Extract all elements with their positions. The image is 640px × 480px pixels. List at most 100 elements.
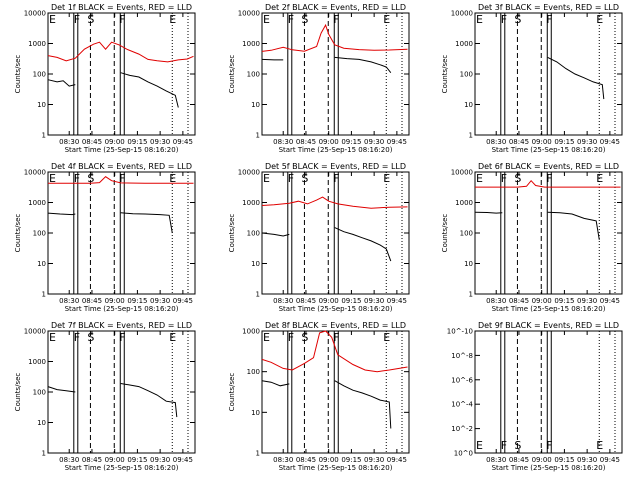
- events-series-line: [261, 380, 392, 429]
- x-tick-label: 08:30: [59, 456, 79, 464]
- marker-label: E: [49, 331, 56, 344]
- x-axis-label: Start Time (25-Sep-15 08:16:20): [492, 305, 606, 313]
- y-tick-label: 1: [42, 132, 46, 140]
- marker-label: S: [301, 172, 308, 185]
- y-tick-label: 1: [469, 291, 473, 299]
- events-series-line: [474, 211, 600, 240]
- x-tick-label: 09:30: [577, 297, 597, 305]
- x-tick-label: 09:15: [127, 456, 147, 464]
- x-tick-label: 08:45: [296, 456, 316, 464]
- x-axis-label: Start Time (25-Sep-15 08:16:20): [492, 464, 606, 472]
- y-tick-label: 10000: [451, 10, 473, 18]
- x-tick-label: 08:45: [82, 297, 102, 305]
- marker-label: E: [383, 331, 390, 344]
- x-tick-label: 09:30: [150, 297, 170, 305]
- x-tick-label: 08:30: [486, 456, 506, 464]
- x-tick-label: 09:30: [364, 297, 384, 305]
- x-tick-label: 09:30: [577, 456, 597, 464]
- x-tick-label: 09:00: [105, 456, 125, 464]
- marker-label: S: [301, 13, 308, 26]
- marker-label: F: [333, 13, 339, 26]
- y-tick-label: 10: [251, 409, 260, 417]
- x-tick-label: 09:45: [600, 456, 620, 464]
- plot-frame: [474, 330, 623, 454]
- marker-label: E: [596, 439, 603, 452]
- panel-det-5: Det 5f BLACK = Events, RED = LLD 08:30 08:…: [228, 162, 410, 313]
- x-tick-label: 09:15: [554, 456, 574, 464]
- marker-label: F: [119, 331, 125, 344]
- x-tick-label: 09:00: [532, 138, 552, 146]
- x-tick-label: 09:45: [173, 297, 193, 305]
- x-tick-label: 08:30: [273, 456, 293, 464]
- marker-label: F: [119, 172, 125, 185]
- y-tick-label: 10: [37, 260, 46, 268]
- x-tick-label: 09:15: [341, 456, 361, 464]
- plot-frame: [47, 12, 196, 136]
- x-tick-label: 09:30: [150, 456, 170, 464]
- y-tick-label: 100: [247, 230, 260, 238]
- y-tick-label: 1000: [242, 199, 260, 207]
- x-tick-label: 09:30: [364, 138, 384, 146]
- marker-label: F: [74, 331, 80, 344]
- y-axis-label: Counts/sec: [228, 373, 236, 412]
- x-tick-label: 09:00: [105, 297, 125, 305]
- marker-label: E: [383, 172, 390, 185]
- panel-det-9: Det 9f BLACK = Events, RED = LLD 08:30 08:…: [447, 321, 623, 472]
- marker-label: F: [333, 331, 339, 344]
- marker-label: E: [263, 172, 270, 185]
- y-tick-label: 10000: [238, 10, 260, 18]
- x-tick-label: 08:45: [509, 456, 529, 464]
- plot-frame: [474, 171, 623, 295]
- marker-label: E: [169, 172, 176, 185]
- x-tick-label: 09:15: [127, 138, 147, 146]
- y-tick-label: 10^-8: [451, 352, 473, 360]
- x-tick-label: 09:30: [577, 138, 597, 146]
- y-tick-label: 10: [37, 419, 46, 427]
- panel-title: Det 9f BLACK = Events, RED = LLD: [478, 321, 619, 330]
- y-axis-label: Counts/sec: [228, 214, 236, 253]
- lld-series-line: [475, 179, 621, 188]
- marker-label: S: [301, 331, 308, 344]
- x-tick-label: 09:45: [173, 138, 193, 146]
- y-tick-label: 10: [251, 101, 260, 109]
- panel-title: Det 2f BLACK = Events, RED = LLD: [265, 3, 406, 12]
- y-tick-label: 1000: [28, 358, 46, 366]
- x-tick-label: 09:00: [532, 297, 552, 305]
- y-tick-label: 10000: [24, 169, 46, 177]
- y-axis-label: Counts/sec: [228, 55, 236, 94]
- x-tick-label: 09:45: [600, 138, 620, 146]
- y-tick-label: 10000: [24, 10, 46, 18]
- x-axis-label: Start Time (25-Sep-15 08:16:20): [279, 146, 393, 154]
- marker-label: F: [546, 172, 552, 185]
- marker-label: F: [288, 331, 294, 344]
- panel-title: Det 1f BLACK = Events, RED = LLD: [51, 3, 192, 12]
- x-tick-label: 08:30: [273, 297, 293, 305]
- x-tick-label: 09:45: [600, 297, 620, 305]
- panel-det-4: Det 4f BLACK = Events, RED = LLD 08:30 08:…: [14, 162, 196, 313]
- x-axis-label: Start Time (25-Sep-15 08:16:20): [65, 305, 179, 313]
- marker-label: E: [169, 331, 176, 344]
- marker-label: E: [263, 331, 270, 344]
- plot-frame: [261, 171, 410, 295]
- marker-label: F: [74, 172, 80, 185]
- x-tick-label: 09:45: [173, 456, 193, 464]
- panel-title: Det 3f BLACK = Events, RED = LLD: [478, 3, 619, 12]
- x-tick-label: 09:15: [341, 297, 361, 305]
- x-tick-label: 08:45: [82, 138, 102, 146]
- x-axis-label: Start Time (25-Sep-15 08:16:20): [65, 464, 179, 472]
- panel-title: Det 6f BLACK = Events, RED = LLD: [478, 162, 619, 171]
- y-tick-label: 10: [464, 260, 473, 268]
- x-tick-label: 09:00: [319, 138, 339, 146]
- marker-label: E: [476, 172, 483, 185]
- y-tick-label: 1: [256, 132, 260, 140]
- x-tick-label: 09:15: [127, 297, 147, 305]
- lld-series-line: [48, 176, 194, 184]
- y-tick-label: 100: [33, 230, 46, 238]
- x-tick-label: 09:00: [319, 456, 339, 464]
- y-tick-label: 10^-4: [451, 401, 473, 409]
- y-tick-label: 10^-2: [451, 425, 473, 433]
- x-tick-label: 08:30: [486, 297, 506, 305]
- marker-label: F: [546, 439, 552, 452]
- y-tick-label: 1000: [455, 40, 473, 48]
